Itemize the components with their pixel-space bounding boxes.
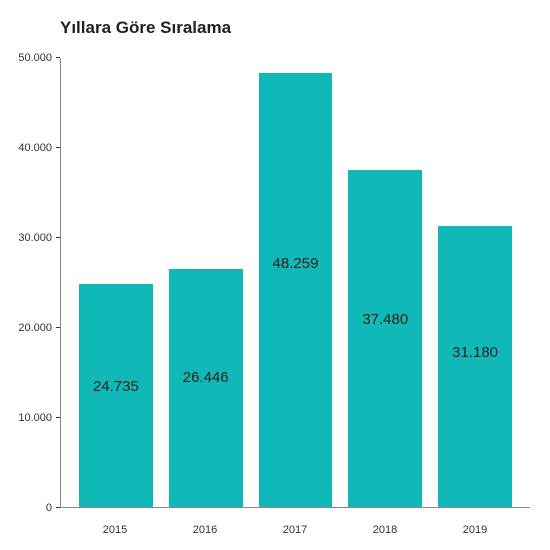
chart-container: Yıllara Göre Sıralama 010.00020.00030.00…	[0, 0, 550, 550]
bar-value-label: 37.480	[362, 311, 408, 328]
bar-value-label: 31.180	[452, 344, 498, 361]
bar-group: 48.259	[251, 58, 341, 507]
bar-group: 24.735	[71, 58, 161, 507]
x-tick-label: 2017	[250, 524, 340, 536]
bar: 31.180	[438, 226, 512, 507]
x-tick-label: 2015	[70, 524, 160, 536]
bar: 26.446	[169, 269, 243, 507]
bar-value-label: 48.259	[273, 255, 319, 272]
y-tick-label: 50.000	[12, 52, 52, 64]
x-tick-label: 2016	[160, 524, 250, 536]
y-tick-label: 10.000	[12, 412, 52, 424]
y-tick-label: 20.000	[12, 322, 52, 334]
bar-group: 26.446	[161, 58, 251, 507]
bar-value-label: 24.735	[93, 378, 139, 395]
bar: 48.259	[259, 73, 333, 507]
bar-group: 37.480	[340, 58, 430, 507]
y-axis: 010.00020.00030.00040.00050.000	[12, 58, 60, 508]
x-axis: 20152016201720182019	[60, 524, 530, 536]
bar: 37.480	[348, 170, 422, 507]
y-tick-label: 30.000	[12, 232, 52, 244]
bar-group: 31.180	[430, 58, 520, 507]
y-tick-label: 0	[12, 502, 52, 514]
chart-title: Yıllara Göre Sıralama	[60, 18, 530, 38]
y-tick-label: 40.000	[12, 142, 52, 154]
x-tick-label: 2018	[340, 524, 430, 536]
plot-area: 010.00020.00030.00040.00050.000 24.73526…	[60, 58, 530, 508]
x-tick-label: 2019	[430, 524, 520, 536]
bar-value-label: 26.446	[183, 369, 229, 386]
bar: 24.735	[79, 284, 153, 507]
bars-area: 24.735 26.446 48.259 37.480 31.180	[60, 58, 530, 508]
